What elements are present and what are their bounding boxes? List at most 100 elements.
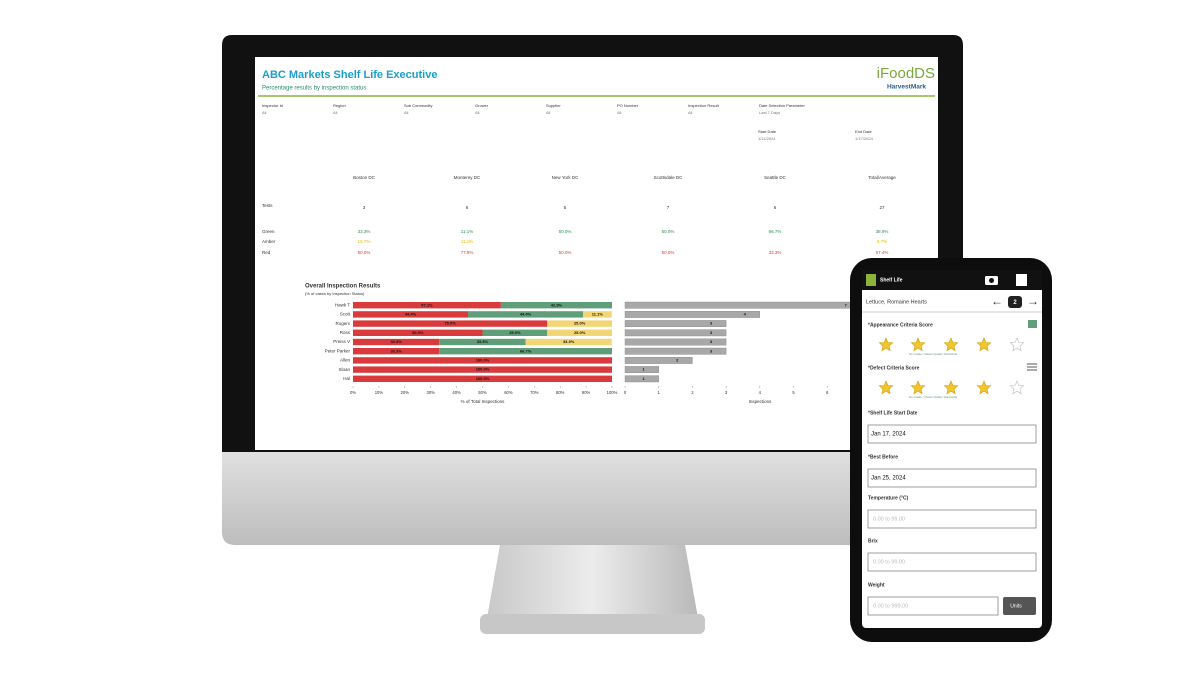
table-cell: 66.7% [769, 229, 782, 234]
monitor-base [480, 614, 705, 634]
bar [624, 311, 761, 318]
input-label: *Shelf Life Start Date [868, 410, 918, 416]
x-tick-label: 6 [826, 390, 829, 395]
table-cell: 6 [466, 205, 469, 210]
value-label: 44.4% [520, 311, 532, 316]
next-arrow[interactable]: → [1027, 294, 1039, 308]
page-number: 2 [1013, 300, 1017, 306]
units-label: Units [1010, 603, 1022, 609]
bar-segment [439, 338, 526, 346]
filter-label: PO Number [617, 103, 639, 108]
product-name: Lettuce, Romaine Hearts [866, 299, 927, 305]
table-cell: 50.0% [662, 229, 675, 234]
table-header: New York DC [552, 175, 580, 180]
bar-segment [547, 320, 612, 327]
save-icon[interactable] [1016, 274, 1027, 286]
monitor-stand [487, 545, 698, 618]
x-tick-label: 2 [691, 390, 694, 395]
table-header: Scottsdale DC [654, 175, 684, 180]
rating-star[interactable] [976, 337, 992, 352]
bar [624, 366, 659, 373]
table-cell: 77.8% [461, 250, 474, 255]
rating-star[interactable] [943, 380, 959, 395]
filter-value: All [617, 110, 622, 115]
value-label: 50.0% [412, 330, 424, 335]
value-label: 33.3% [563, 339, 575, 344]
filter-label: Inspector Id [262, 103, 283, 108]
rating-star[interactable] [878, 380, 894, 395]
x-axis-label: Inspections [749, 399, 773, 404]
bar-segment [353, 302, 501, 309]
rating-star[interactable] [878, 337, 894, 352]
table-row-label: Red [262, 250, 271, 255]
value-label: 100.0% [476, 367, 490, 372]
input-box[interactable] [867, 596, 999, 616]
monitor-chin [222, 440, 963, 545]
input-label: Brix [868, 538, 878, 544]
value-label: 1 [642, 367, 645, 372]
table-cell: 50.0% [358, 250, 371, 255]
input-box[interactable] [867, 468, 1037, 488]
x-axis-label: % of Total Inspections [461, 399, 505, 404]
table-row-label: Amber [262, 239, 276, 244]
rating-star[interactable] [976, 380, 992, 395]
value-label: 4 [744, 311, 747, 316]
value-label: 75.0% [444, 321, 456, 326]
rating-star[interactable] [910, 380, 926, 395]
filter-label: Region [333, 103, 346, 108]
app-title: Shelf Life [880, 277, 903, 283]
filter-label: Date Selection Parameter [759, 103, 805, 108]
value-label: 11.1% [592, 311, 604, 316]
input-placeholder: 0.00 to 999.00 [873, 603, 908, 609]
category-label: Scott [340, 312, 351, 317]
bar [624, 329, 727, 337]
category-label: Hawk T [335, 302, 350, 307]
rating-star[interactable] [1009, 380, 1025, 395]
input-placeholder: 0.00 to 99.00 [873, 516, 905, 522]
bar-segment [547, 329, 612, 336]
x-tick-label: 60% [504, 390, 513, 395]
list-icon[interactable] [1027, 363, 1037, 371]
filter-label: Sub Commodity [404, 103, 432, 108]
table-cell: 7 [667, 205, 670, 210]
dashboard-title: ABC Markets Shelf Life Executive [262, 69, 437, 81]
input-label: Temperature (°C) [868, 495, 909, 501]
x-tick-label: 3 [725, 390, 728, 395]
input-box[interactable] [867, 509, 1037, 529]
filter-value: Last 7 Days [759, 110, 780, 115]
bar [624, 320, 727, 327]
rating-star[interactable] [910, 337, 926, 352]
value-label: 33.3% [390, 348, 402, 353]
page-box [1008, 296, 1022, 308]
filter-label: Inspection Result [688, 103, 720, 108]
rating-hint: No Grade / Meets Quality Standards [909, 395, 958, 399]
input-value: Jan 17, 2024 [871, 432, 906, 438]
x-tick-label: 50% [478, 390, 487, 395]
bar-segment [482, 329, 548, 336]
dashboard-subtitle: Percentage results by inspection status [262, 86, 366, 92]
value-label: 44.4% [405, 311, 417, 316]
input-box[interactable] [867, 552, 1037, 572]
x-tick-label: 70% [530, 390, 539, 395]
edit-icon[interactable] [1028, 320, 1037, 328]
category-label: Hal [343, 376, 350, 381]
table-cell: 5 [564, 205, 567, 210]
input-box[interactable] [867, 424, 1037, 444]
units-button[interactable] [1003, 597, 1036, 615]
filter-label: Supplier [546, 103, 561, 108]
filter-label: Grower [475, 103, 489, 108]
x-tick-label: 1 [658, 390, 661, 395]
bar-segment [500, 302, 612, 309]
table-cell: 27 [879, 205, 885, 210]
value-label: 100.0% [476, 357, 490, 362]
table-header: Monterey DC [454, 175, 481, 180]
prev-arrow[interactable]: ← [991, 294, 1003, 308]
value-label: 100.0% [476, 376, 490, 381]
bar [624, 357, 693, 364]
category-label: Sloan [338, 367, 350, 372]
rating-star[interactable] [1009, 337, 1025, 352]
value-label: 25.0% [574, 321, 586, 326]
bar-segment [353, 338, 440, 346]
rating-star[interactable] [943, 337, 959, 352]
